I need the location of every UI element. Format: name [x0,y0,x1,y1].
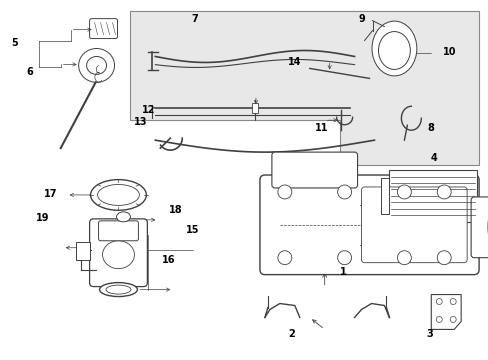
Text: 10: 10 [442,48,455,58]
Text: 6: 6 [26,67,33,77]
Ellipse shape [116,212,130,222]
Circle shape [449,298,455,305]
Text: 12: 12 [142,105,155,115]
Circle shape [277,185,291,199]
Text: 9: 9 [357,14,364,24]
Circle shape [435,298,441,305]
Polygon shape [130,11,478,165]
Circle shape [277,251,291,265]
Text: 16: 16 [161,255,175,265]
Circle shape [436,251,450,265]
FancyBboxPatch shape [271,152,357,188]
FancyBboxPatch shape [361,187,466,263]
Text: 19: 19 [36,213,49,223]
Text: 11: 11 [314,123,328,133]
Polygon shape [430,294,460,329]
Text: 4: 4 [430,153,437,163]
FancyBboxPatch shape [89,19,117,39]
Text: 3: 3 [425,329,432,339]
Circle shape [449,316,455,323]
Text: 8: 8 [427,123,434,133]
Text: 14: 14 [287,58,301,67]
Ellipse shape [378,32,409,69]
Text: 7: 7 [191,14,198,24]
Text: 15: 15 [185,225,199,235]
FancyBboxPatch shape [470,197,488,258]
Text: 13: 13 [133,117,147,127]
Polygon shape [381,178,388,214]
Bar [76,242,89,260]
Circle shape [436,185,450,199]
FancyBboxPatch shape [260,175,478,275]
Text: 1: 1 [340,267,346,276]
Circle shape [435,316,441,323]
Ellipse shape [100,283,137,297]
FancyBboxPatch shape [99,221,138,241]
Text: 5: 5 [12,37,18,48]
Text: 17: 17 [44,189,58,199]
Text: 18: 18 [168,205,182,215]
Ellipse shape [79,49,114,82]
Ellipse shape [106,285,131,294]
Text: 2: 2 [288,329,295,339]
Circle shape [397,185,410,199]
Bar [251,103,258,113]
Ellipse shape [102,241,134,269]
Circle shape [337,251,351,265]
Circle shape [397,251,410,265]
Ellipse shape [86,57,106,75]
Ellipse shape [98,184,139,206]
Ellipse shape [487,197,488,257]
Circle shape [337,185,351,199]
Ellipse shape [90,180,146,210]
Bar [388,170,476,222]
Ellipse shape [371,21,416,76]
FancyBboxPatch shape [89,219,147,287]
